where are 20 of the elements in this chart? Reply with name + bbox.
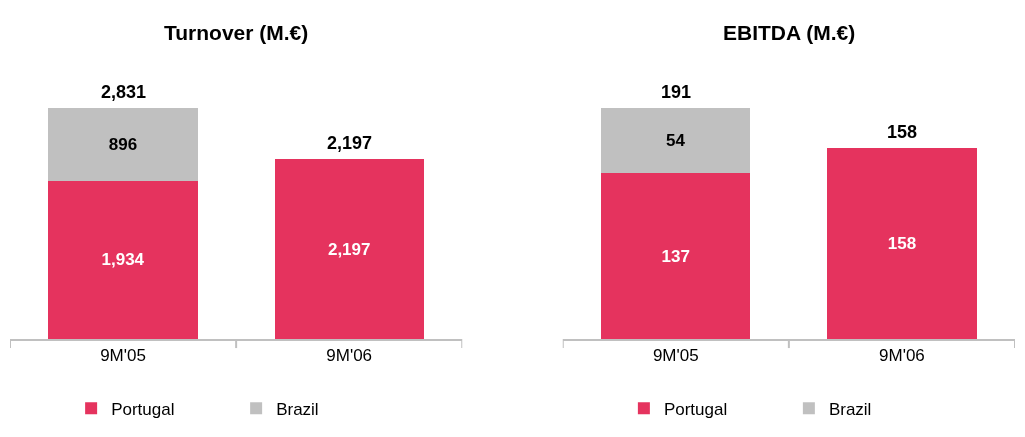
data-label: 896 (108, 134, 138, 154)
legend-label: Brazil (828, 399, 872, 419)
chart-title: Turnover (M.€) (164, 21, 309, 44)
x-tick-label: 9M'06 (326, 346, 373, 366)
total-label: 191 (661, 82, 692, 102)
legend-label: Portugal (111, 399, 175, 419)
x-tick-label: 9M'05 (652, 346, 699, 366)
data-label: 1,934 (101, 250, 145, 270)
data-label: 2,197 (327, 239, 371, 259)
x-tick-label: 9M'06 (879, 346, 925, 366)
x-tick-label: 9M'05 (100, 346, 146, 366)
legend-label: Portugal (663, 399, 728, 419)
data-label: 54 (666, 130, 686, 150)
data-label: 137 (661, 246, 690, 266)
chart-title: EBITDA (M.€) (723, 21, 856, 44)
total-label: 158 (887, 122, 918, 142)
data-label: 158 (887, 233, 917, 253)
total-label: 2,831 (101, 82, 147, 102)
legend-label: Brazil (276, 399, 319, 419)
total-label: 2,197 (327, 133, 373, 153)
